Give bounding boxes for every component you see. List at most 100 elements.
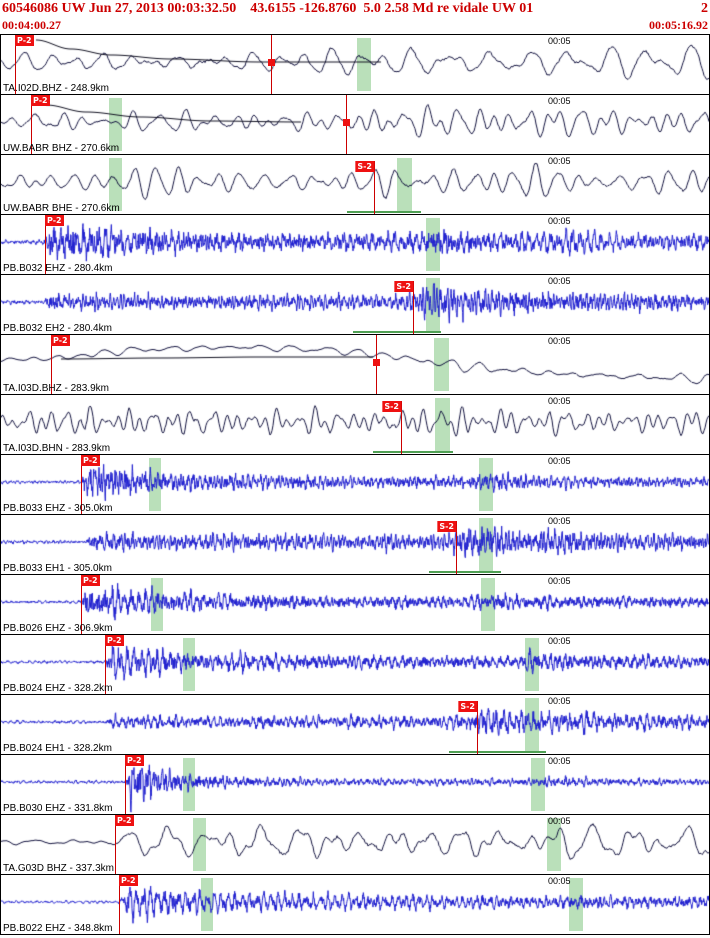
event-header: 60546086 UW Jun 27, 2013 00:03:32.50 43.… xyxy=(0,0,710,34)
waveform-canvas[interactable] xyxy=(1,35,709,94)
p-pick-line[interactable] xyxy=(51,335,52,394)
p-pick-flag[interactable]: P-2 xyxy=(119,875,138,886)
station-label: PB.B026 EHZ - 306.9km xyxy=(3,623,113,634)
trace-panel-PB.B024.EHZ[interactable]: P-2 00:05 PB.B024 EHZ - 328.2km xyxy=(0,634,710,695)
trace-panel-PB.B032.EH2[interactable]: S-2 00:05 PB.B032 EH2 - 280.4km xyxy=(0,274,710,335)
s-pick-flag[interactable]: S-2 xyxy=(382,401,401,412)
window-end-time: 00:05:16.92 xyxy=(649,18,708,32)
time-grid-label: 00:05 xyxy=(548,696,571,706)
event-summary-text: 60546086 UW Jun 27, 2013 00:03:32.50 43.… xyxy=(2,1,534,16)
station-label: PB.B032 EHZ - 280.4km xyxy=(3,263,113,274)
pick-residual-marker[interactable] xyxy=(343,119,350,126)
trace-panel-UW.BABR.BHE[interactable]: S-2 00:05 UW.BABR BHE - 270.6km xyxy=(0,154,710,215)
s-window-underline xyxy=(353,331,441,333)
trace-panel-TA.I03D.BHN[interactable]: S-2 00:05 TA.I03D.BHN - 283.9km xyxy=(0,394,710,455)
time-grid-label: 00:05 xyxy=(548,636,571,646)
waveform-canvas[interactable] xyxy=(1,695,709,754)
p-pick-line[interactable] xyxy=(115,815,116,874)
p-pick-flag[interactable]: P-2 xyxy=(105,635,124,646)
waveform-canvas[interactable] xyxy=(1,755,709,814)
window-start-time: 00:04:00.27 xyxy=(2,18,61,32)
p-pick-line[interactable] xyxy=(105,635,106,694)
event-flag-count: 2 xyxy=(701,1,708,16)
time-grid-label: 00:05 xyxy=(548,576,571,586)
trace-panel-TA.I03D.BHZ[interactable]: P-2 00:05 TA.I03D.BHZ - 283.9km xyxy=(0,334,710,395)
p-pick-flag[interactable]: P-2 xyxy=(15,35,34,46)
p-pick-flag[interactable]: P-2 xyxy=(125,755,144,766)
p-pick-flag[interactable]: P-2 xyxy=(81,455,100,466)
p-pick-line[interactable] xyxy=(45,215,46,274)
trace-panel-PB.B033.EH1[interactable]: S-2 00:05 PB.B033 EH1 - 305.0km xyxy=(0,514,710,575)
waveform-canvas[interactable] xyxy=(1,215,709,274)
p-pick-flag[interactable]: P-2 xyxy=(115,815,134,826)
s-pick-flag[interactable]: S-2 xyxy=(394,281,413,292)
time-grid-label: 00:05 xyxy=(548,516,571,526)
waveform-canvas[interactable] xyxy=(1,455,709,514)
station-label: PB.B024 EH1 - 328.2km xyxy=(3,743,112,754)
station-label: UW.BABR BHZ - 270.6km xyxy=(3,143,120,154)
waveform-canvas[interactable] xyxy=(1,395,709,454)
station-label: PB.B033 EHZ - 305.0km xyxy=(3,503,113,514)
s-pick-flag[interactable]: S-2 xyxy=(437,521,456,532)
s-pick-line[interactable] xyxy=(456,521,457,574)
waveform-canvas[interactable] xyxy=(1,575,709,634)
waveform-canvas[interactable] xyxy=(1,515,709,574)
p-pick-line[interactable] xyxy=(125,755,126,814)
trace-panel-UW.BABR.BHZ[interactable]: P-2 00:05 UW.BABR BHZ - 270.6km xyxy=(0,94,710,155)
trace-panel-PB.B024.EH1[interactable]: S-2 00:05 PB.B024 EH1 - 328.2km xyxy=(0,694,710,755)
s-pick-flag[interactable]: S-2 xyxy=(458,701,477,712)
station-label: UW.BABR BHE - 270.6km xyxy=(3,203,120,214)
p-pick-flag[interactable]: P-2 xyxy=(81,575,100,586)
trace-panel-list: P-2 00:05 TA.I02D.BHZ - 248.9km P-2 00:05 UW.… xyxy=(0,34,710,935)
time-grid-label: 00:05 xyxy=(548,156,571,166)
p-pick-line[interactable] xyxy=(31,95,32,154)
pick-residual-marker[interactable] xyxy=(373,359,380,366)
trace-panel-TA.I02D.BHZ[interactable]: P-2 00:05 TA.I02D.BHZ - 248.9km xyxy=(0,34,710,95)
s-pick-line[interactable] xyxy=(477,701,478,754)
s-window-underline xyxy=(347,211,421,213)
time-grid-label: 00:05 xyxy=(548,276,571,286)
station-label: PB.B033 EH1 - 305.0km xyxy=(3,563,112,574)
s-window-underline xyxy=(449,751,546,753)
s-window-underline xyxy=(373,451,453,453)
station-label: PB.B030 EHZ - 331.8km xyxy=(3,803,113,814)
station-label: PB.B032 EH2 - 280.4km xyxy=(3,323,112,334)
trace-panel-PB.B033.EHZ[interactable]: P-2 00:05 PB.B033 EHZ - 305.0km xyxy=(0,454,710,515)
s-pick-line[interactable] xyxy=(374,161,375,214)
p-pick-line[interactable] xyxy=(15,35,16,94)
station-label: TA.I03D.BHN - 283.9km xyxy=(3,443,111,454)
s-pick-line[interactable] xyxy=(401,401,402,454)
station-label: TA.G03D BHZ - 337.3km xyxy=(3,863,114,874)
time-grid-label: 00:05 xyxy=(548,756,571,766)
p-pick-line[interactable] xyxy=(81,455,82,514)
p-pick-flag[interactable]: P-2 xyxy=(51,335,70,346)
time-grid-label: 00:05 xyxy=(548,396,571,406)
p-pick-flag[interactable]: P-2 xyxy=(45,215,64,226)
p-pick-line[interactable] xyxy=(119,875,120,934)
station-label: TA.I02D.BHZ - 248.9km xyxy=(3,83,109,94)
time-grid-label: 00:05 xyxy=(548,96,571,106)
trace-panel-PB.B030.EHZ[interactable]: P-2 00:05 PB.B030 EHZ - 331.8km xyxy=(0,754,710,815)
time-grid-label: 00:05 xyxy=(548,36,571,46)
waveform-canvas[interactable] xyxy=(1,335,709,394)
s-pick-flag[interactable]: S-2 xyxy=(355,161,374,172)
waveform-canvas[interactable] xyxy=(1,155,709,214)
waveform-canvas[interactable] xyxy=(1,275,709,334)
s-window-underline xyxy=(429,571,501,573)
pick-residual-marker[interactable] xyxy=(268,59,275,66)
s-pick-line[interactable] xyxy=(413,281,414,334)
p-pick-line[interactable] xyxy=(81,575,82,634)
time-grid-label: 00:05 xyxy=(548,216,571,226)
trace-panel-PB.B022.EHZ[interactable]: P-2 00:05 PB.B022 EHZ - 348.8km xyxy=(0,874,710,935)
trace-panel-PB.B026.EHZ[interactable]: P-2 00:05 PB.B026 EHZ - 306.9km xyxy=(0,574,710,635)
waveform-canvas[interactable] xyxy=(1,95,709,154)
trace-panel-PB.B032.EHZ[interactable]: P-2 00:05 PB.B032 EHZ - 280.4km xyxy=(0,214,710,275)
time-grid-label: 00:05 xyxy=(548,876,571,886)
station-label: PB.B024 EHZ - 328.2km xyxy=(3,683,113,694)
time-grid-label: 00:05 xyxy=(548,336,571,346)
station-label: TA.I03D.BHZ - 283.9km xyxy=(3,383,109,394)
p-pick-flag[interactable]: P-2 xyxy=(31,95,50,106)
trace-panel-TA.G03D.BHZ[interactable]: P-2 00:05 TA.G03D BHZ - 337.3km xyxy=(0,814,710,875)
time-grid-label: 00:05 xyxy=(548,816,571,826)
station-label: PB.B022 EHZ - 348.8km xyxy=(3,923,113,934)
